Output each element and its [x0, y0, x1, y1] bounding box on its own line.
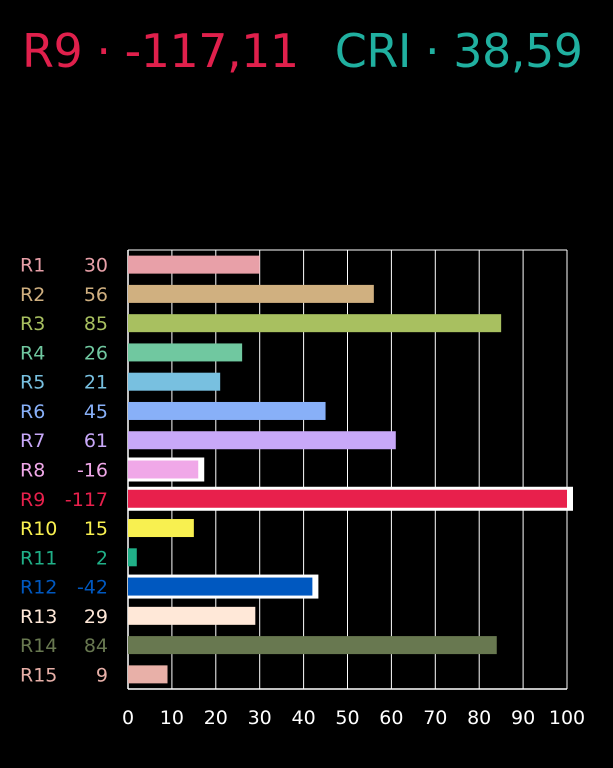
x-tick-label: 40: [292, 707, 316, 729]
category-label: R4: [20, 342, 45, 364]
cri-readout: CRI · 38,59: [334, 24, 583, 78]
bar-r9: [128, 489, 567, 508]
category-label: R6: [20, 401, 45, 423]
bar-r5: [128, 372, 221, 391]
value-label: 56: [84, 284, 108, 306]
x-tick-label: 60: [379, 707, 403, 729]
value-label: 45: [84, 401, 108, 423]
category-label: R14: [20, 635, 57, 657]
value-label: -42: [77, 577, 108, 599]
bar-r6: [128, 401, 326, 420]
bar-r8: [128, 460, 199, 479]
value-label: 2: [96, 547, 108, 569]
category-label: R15: [20, 664, 57, 686]
x-tick-label: 50: [335, 707, 359, 729]
x-tick-label: 90: [511, 707, 535, 729]
bar-r7: [128, 431, 396, 450]
category-label: R9: [20, 489, 45, 511]
x-tick-label: 80: [467, 707, 491, 729]
x-tick-label: 70: [423, 707, 447, 729]
value-label: 30: [84, 255, 108, 277]
value-label: -16: [77, 460, 108, 482]
value-label: 84: [84, 635, 108, 657]
value-label: 29: [84, 606, 108, 628]
value-label: 61: [84, 430, 108, 452]
bar-r15: [128, 665, 168, 684]
x-tick-label: 100: [549, 707, 585, 729]
bar-r1: [128, 255, 260, 274]
bar-r13: [128, 606, 256, 625]
category-label: R13: [20, 606, 57, 628]
bar-r2: [128, 284, 374, 303]
bar-r12: [128, 577, 313, 596]
x-tick-label: 30: [248, 707, 272, 729]
value-label: 9: [96, 664, 108, 686]
category-label: R10: [20, 518, 57, 540]
bar-r11: [128, 548, 137, 567]
value-label: -117: [65, 489, 108, 511]
x-tick-label: 0: [122, 707, 134, 729]
value-label: 26: [84, 342, 108, 364]
bar-r4: [128, 343, 243, 362]
chart-title: R9 · -117,11 CRI · 38,59: [22, 24, 583, 78]
category-label: R7: [20, 430, 45, 452]
category-label: R2: [20, 284, 45, 306]
category-label: R8: [20, 460, 45, 482]
r9-readout: R9 · -117,11: [22, 24, 299, 78]
category-label: R3: [20, 313, 45, 335]
bar-r14: [128, 636, 497, 655]
value-label: 15: [84, 518, 108, 540]
bar-r10: [128, 519, 194, 538]
category-label: R11: [20, 547, 57, 569]
category-label: R5: [20, 372, 45, 394]
category-label: R12: [20, 577, 57, 599]
category-label: R1: [20, 255, 45, 277]
value-label: 85: [84, 313, 108, 335]
value-label: 21: [84, 372, 108, 394]
x-tick-label: 10: [160, 707, 184, 729]
bar-r3: [128, 314, 502, 333]
x-tick-label: 20: [204, 707, 228, 729]
